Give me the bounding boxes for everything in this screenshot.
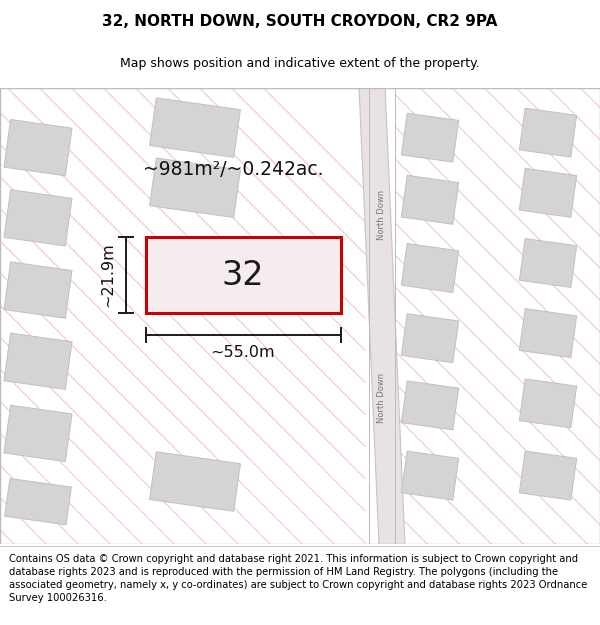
Polygon shape (4, 262, 72, 318)
Polygon shape (520, 309, 577, 358)
Polygon shape (4, 190, 72, 246)
Polygon shape (5, 479, 71, 525)
Polygon shape (149, 98, 241, 158)
Text: Map shows position and indicative extent of the property.: Map shows position and indicative extent… (120, 56, 480, 69)
Text: 32, NORTH DOWN, SOUTH CROYDON, CR2 9PA: 32, NORTH DOWN, SOUTH CROYDON, CR2 9PA (103, 14, 497, 29)
Text: Contains OS data © Crown copyright and database right 2021. This information is : Contains OS data © Crown copyright and d… (9, 554, 587, 603)
Polygon shape (401, 244, 458, 292)
Text: ~55.0m: ~55.0m (211, 345, 275, 360)
Polygon shape (357, 37, 407, 594)
Text: ~21.9m: ~21.9m (101, 242, 115, 308)
Polygon shape (520, 379, 577, 428)
Polygon shape (520, 451, 577, 500)
Polygon shape (520, 168, 577, 217)
Polygon shape (520, 108, 577, 157)
Polygon shape (401, 381, 458, 430)
Polygon shape (401, 113, 458, 162)
Polygon shape (520, 239, 577, 288)
Polygon shape (4, 119, 72, 176)
Text: North Down: North Down (377, 372, 386, 423)
Text: 32: 32 (221, 259, 265, 291)
Text: North Down: North Down (377, 190, 386, 241)
Polygon shape (4, 333, 72, 389)
Polygon shape (4, 405, 72, 462)
Polygon shape (401, 176, 458, 224)
Text: ~981m²/~0.242ac.: ~981m²/~0.242ac. (143, 160, 323, 179)
Polygon shape (149, 452, 241, 511)
Polygon shape (401, 451, 458, 500)
Polygon shape (149, 158, 241, 218)
Bar (146, 238, 341, 312)
Polygon shape (401, 314, 458, 362)
